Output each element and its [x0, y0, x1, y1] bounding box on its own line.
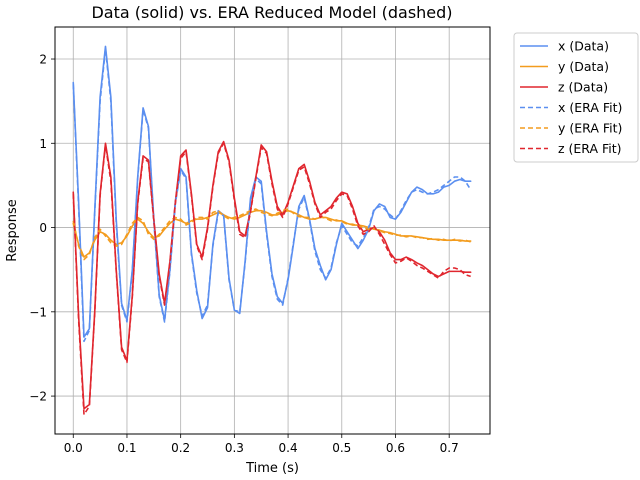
legend-label-y-data: y (Data) [558, 59, 609, 74]
y-axis-label: Response [5, 199, 20, 261]
legend-label-z-data: z (Data) [558, 80, 608, 95]
x-tick-label: 0.3 [225, 441, 244, 455]
legend-frame [513, 32, 639, 163]
series-layer [72, 45, 472, 416]
x-tick-label: 0.5 [332, 441, 351, 455]
y-tick-label: 1 [39, 137, 47, 151]
x-tick-label: 0.0 [64, 441, 83, 455]
legend: x (Data) y (Data) z (Data) x (ERA Fit) y (ER… [513, 32, 639, 163]
grid-lines [55, 27, 490, 434]
series-line-x-era-fit [72, 48, 472, 343]
legend-label-x-era-fit: x (ERA Fit) [558, 100, 622, 115]
series-line-y-era-fit [72, 208, 471, 261]
x-tick-label: 0.1 [117, 441, 136, 455]
y-tick-label: 2 [39, 53, 47, 67]
y-tick-label: 0 [39, 221, 47, 235]
x-axis-label: Time (s) [245, 461, 299, 476]
legend-label-x-data: x (Data) [558, 39, 609, 54]
legend-label-y-era-fit: y (ERA Fit) [558, 121, 622, 136]
chart-title: Data (solid) vs. ERA Reduced Model (dash… [91, 3, 452, 22]
series-line-z-era-fit [72, 142, 471, 416]
legend-label-z-era-fit: z (ERA Fit) [558, 141, 622, 156]
x-tick-label: 0.2 [171, 441, 190, 455]
axes-frame [54, 26, 491, 435]
y-tick-label: −1 [29, 305, 47, 319]
x-tick-label: 0.6 [386, 441, 405, 455]
x-tick-label: 0.7 [440, 441, 459, 455]
tick-marks: 0.0 0.1 0.2 0.3 0.4 0.5 0.6 0.7 −2 −1 0 1 2 [29, 53, 458, 455]
y-tick-label: −2 [29, 390, 47, 404]
x-tick-label: 0.4 [279, 441, 298, 455]
